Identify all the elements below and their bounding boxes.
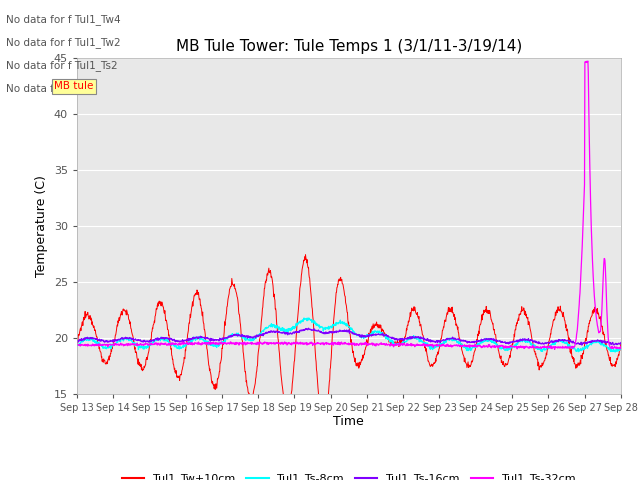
Tul1_Ts-8cm [611, 349, 619, 355]
Tul1_Ts-32cm [255, 340, 262, 346]
Title: MB Tule Tower: Tule Temps 1 (3/1/11-3/19/14): MB Tule Tower: Tule Temps 1 (3/1/11-3/19… [175, 39, 522, 54]
Tul1_Ts-8cm [194, 334, 202, 340]
X-axis label: Time: Time [333, 415, 364, 429]
Tul1_Ts-16cm [73, 339, 81, 345]
Line: Tul1_Ts-8cm: Tul1_Ts-8cm [77, 318, 621, 352]
Tul1_Ts-8cm [305, 315, 313, 321]
Tul1_Ts-16cm [578, 342, 586, 348]
Tul1_Ts-16cm [505, 341, 513, 347]
Tul1_Ts-8cm [180, 343, 188, 349]
Text: No data for f Tul1_Ts2: No data for f Tul1_Ts2 [6, 60, 118, 72]
Tul1_Tw+10cm [553, 307, 561, 313]
Tul1_Ts-32cm [553, 345, 561, 350]
Tul1_Ts-32cm [504, 344, 512, 349]
Tul1_Ts-32cm [617, 345, 625, 350]
Tul1_Ts-32cm [433, 341, 441, 347]
Tul1_Ts-8cm [255, 333, 262, 338]
Tul1_Ts-8cm [553, 338, 561, 344]
Tul1_Ts-16cm [180, 338, 188, 344]
Line: Tul1_Ts-16cm: Tul1_Ts-16cm [77, 328, 621, 345]
Tul1_Tw+10cm [180, 356, 188, 361]
Text: No data for f Tul1_Tw4: No data for f Tul1_Tw4 [6, 14, 121, 25]
Tul1_Tw+10cm [255, 347, 262, 353]
Tul1_Tw+10cm [505, 356, 513, 361]
Tul1_Ts-32cm [194, 340, 202, 346]
Tul1_Ts-16cm [255, 334, 262, 339]
Tul1_Ts-32cm [584, 58, 592, 64]
Tul1_Tw+10cm [319, 423, 327, 429]
Tul1_Tw+10cm [73, 342, 81, 348]
Tul1_Ts-8cm [617, 346, 625, 352]
Tul1_Tw+10cm [194, 292, 202, 298]
Tul1_Ts-16cm [553, 337, 561, 343]
Tul1_Ts-32cm [180, 340, 188, 346]
Tul1_Ts-8cm [505, 347, 513, 352]
Tul1_Ts-16cm [194, 336, 202, 342]
Tul1_Ts-8cm [434, 342, 442, 348]
Tul1_Ts-32cm [551, 347, 559, 352]
Tul1_Ts-16cm [434, 340, 442, 346]
Text: MB tule: MB tule [54, 81, 94, 91]
Tul1_Tw+10cm [434, 349, 442, 355]
Tul1_Tw+10cm [301, 252, 309, 258]
Tul1_Ts-32cm [73, 342, 81, 348]
Tul1_Tw+10cm [617, 341, 625, 347]
Text: No data for f_: No data for f_ [6, 84, 77, 95]
Legend: Tul1_Tw+10cm, Tul1_Ts-8cm, Tul1_Ts-16cm, Tul1_Ts-32cm: Tul1_Tw+10cm, Tul1_Ts-8cm, Tul1_Ts-16cm,… [118, 469, 580, 480]
Y-axis label: Temperature (C): Temperature (C) [35, 175, 48, 276]
Tul1_Ts-8cm [73, 342, 81, 348]
Text: No data for f Tul1_Tw2: No data for f Tul1_Tw2 [6, 37, 121, 48]
Tul1_Ts-16cm [617, 340, 625, 346]
Line: Tul1_Ts-32cm: Tul1_Ts-32cm [77, 61, 621, 349]
Line: Tul1_Tw+10cm: Tul1_Tw+10cm [77, 255, 621, 426]
Tul1_Ts-16cm [305, 325, 312, 331]
